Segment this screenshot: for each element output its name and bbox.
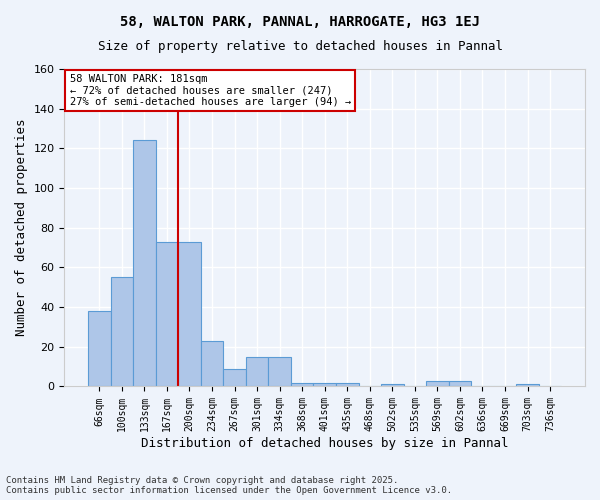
Bar (223, 368, 246, 386)
X-axis label: Distribution of detached houses by size in Pannal: Distribution of detached houses by size … (141, 437, 508, 450)
Text: 58 WALTON PARK: 181sqm
← 72% of detached houses are smaller (247)
27% of semi-de: 58 WALTON PARK: 181sqm ← 72% of detached… (70, 74, 351, 107)
Bar (426, 380, 449, 386)
Bar (246, 356, 268, 386)
Bar (268, 356, 291, 386)
Bar (178, 242, 201, 386)
Bar (516, 384, 539, 386)
Bar (381, 384, 404, 386)
Bar (133, 140, 155, 386)
Bar (201, 341, 223, 386)
Text: Size of property relative to detached houses in Pannal: Size of property relative to detached ho… (97, 40, 503, 53)
Bar (88, 311, 110, 386)
Bar (313, 382, 336, 386)
Bar (110, 278, 133, 386)
Text: Contains HM Land Registry data © Crown copyright and database right 2025.
Contai: Contains HM Land Registry data © Crown c… (6, 476, 452, 495)
Bar (155, 242, 178, 386)
Bar (291, 382, 313, 386)
Bar (336, 382, 359, 386)
Text: 58, WALTON PARK, PANNAL, HARROGATE, HG3 1EJ: 58, WALTON PARK, PANNAL, HARROGATE, HG3 … (120, 15, 480, 29)
Bar (449, 380, 471, 386)
Y-axis label: Number of detached properties: Number of detached properties (15, 119, 28, 336)
